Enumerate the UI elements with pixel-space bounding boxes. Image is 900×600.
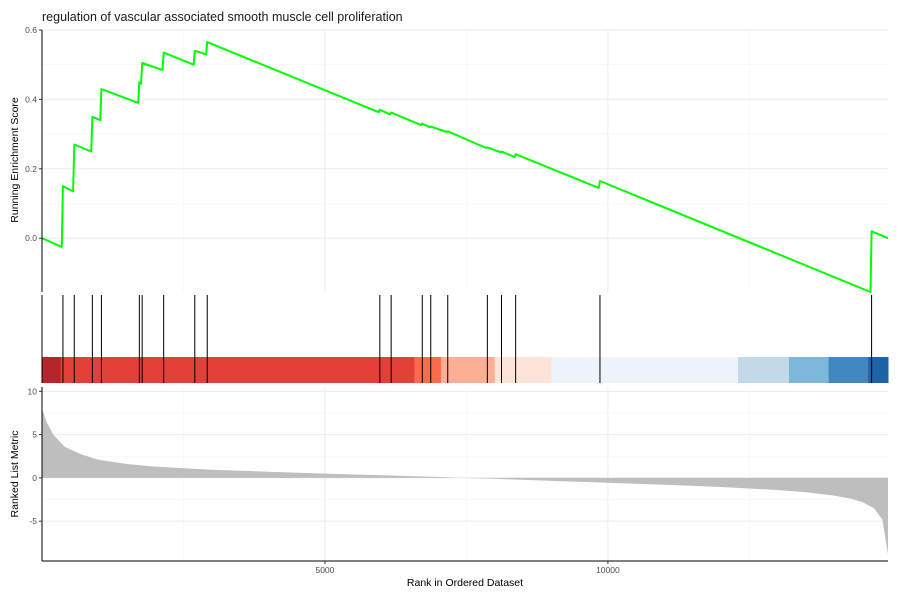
ranked-metric-panel (42, 408, 888, 555)
y-tick-label: 0.6 (25, 25, 37, 35)
y-tick-label: 10 (28, 386, 38, 396)
y-tick-label: 0.2 (25, 164, 37, 174)
y-tick-label: 5 (32, 430, 37, 440)
y-tick-label: 0.0 (25, 233, 37, 243)
y-tick-label: -5 (29, 516, 37, 526)
y-tick-label: 0.4 (25, 94, 37, 104)
hit-ticks-panel (41, 295, 889, 383)
x-tick-label: 10000 (596, 565, 620, 575)
rank-color-band (60, 357, 415, 383)
ranked-metric-panel-grid (42, 387, 888, 561)
enrichment-y-axis-title: Running Enrichment Score (9, 97, 21, 223)
ranked-metric-y-axis: -5 0 5 10 (28, 386, 888, 562)
enrichment-panel (41, 41, 889, 293)
rank-color-band (440, 357, 496, 383)
rank-color-band (42, 357, 62, 383)
rank-color-band (414, 357, 442, 383)
rank-color-band (738, 357, 790, 383)
rank-color-band (788, 357, 830, 383)
x-axis: 5000 10000 (315, 561, 620, 575)
rank-color-band (551, 357, 739, 383)
rank-color-band (494, 357, 552, 383)
y-tick-label: 0 (32, 473, 37, 483)
ranked-metric-y-axis-title: Ranked List Metric (9, 431, 21, 518)
running-enrichment-line (41, 41, 889, 293)
x-axis-title: Rank in Ordered Dataset (407, 577, 523, 589)
chart-title: regulation of vascular associated smooth… (42, 10, 403, 24)
rank-color-band (868, 357, 889, 383)
rank-color-band (828, 357, 869, 383)
ranked-metric-area (42, 408, 888, 555)
x-tick-label: 5000 (315, 565, 334, 575)
enrichment-panel-grid (42, 29, 888, 292)
enrichment-y-axis: 0.0 0.2 0.4 0.6 (25, 25, 43, 292)
